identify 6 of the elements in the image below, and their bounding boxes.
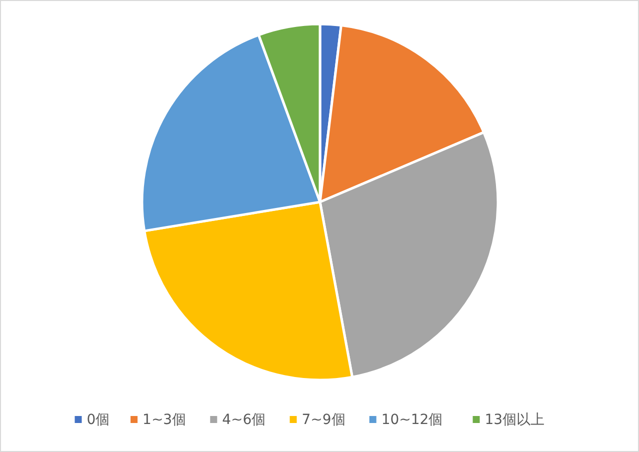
legend-label: 10~12個 bbox=[381, 412, 443, 428]
legend-label: 0個 bbox=[86, 412, 110, 428]
legend-label: 1~3個 bbox=[142, 412, 186, 428]
legend-label: 13個以上 bbox=[484, 412, 545, 428]
legend-label: 7~9個 bbox=[302, 412, 346, 428]
legend-label: 4~6個 bbox=[222, 412, 266, 428]
